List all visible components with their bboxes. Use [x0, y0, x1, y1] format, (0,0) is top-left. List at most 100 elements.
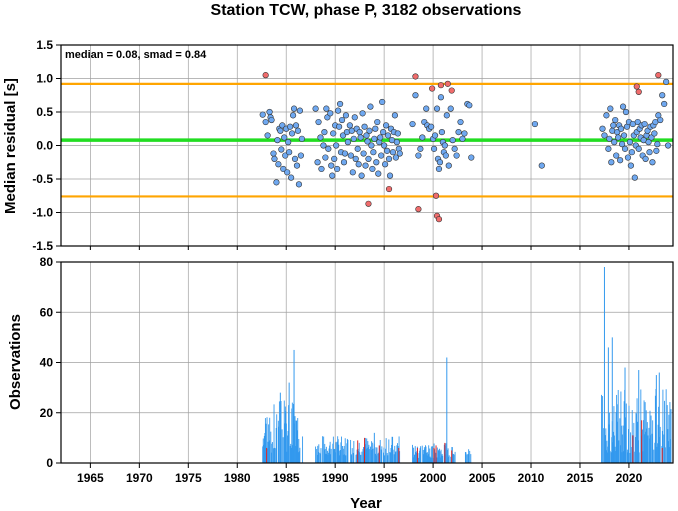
residual-point	[626, 139, 634, 146]
residual-point	[599, 125, 606, 132]
residual-point	[285, 139, 292, 146]
y-tick-label: 0.0	[36, 139, 53, 153]
y-tick-label: -0.5	[32, 172, 53, 186]
residual-point	[288, 174, 295, 181]
residual-point	[624, 154, 632, 161]
residual-point	[641, 120, 648, 128]
residual-point	[334, 165, 341, 173]
outlier-point	[633, 83, 640, 90]
residual-point	[382, 122, 390, 129]
residual-point	[371, 135, 378, 142]
residual-point	[389, 149, 397, 156]
residual-point	[615, 134, 622, 141]
outlier-point	[435, 216, 443, 223]
x-tick-label: 2020	[616, 471, 643, 485]
observation-bars	[262, 267, 672, 463]
residual-point	[338, 116, 346, 124]
x-tick-label: 1975	[175, 471, 202, 485]
residual-point	[356, 129, 363, 136]
residual-point	[378, 152, 385, 159]
residual-point	[443, 112, 450, 119]
residual-point	[323, 105, 330, 112]
residual-points	[259, 72, 672, 223]
residual-point	[314, 159, 321, 166]
residual-point	[391, 112, 399, 119]
y-tick-label: 1.0	[36, 72, 53, 86]
residual-point	[409, 120, 416, 128]
residual-point	[663, 78, 670, 85]
residual-point	[327, 110, 334, 117]
x-tick-label: 1985	[273, 471, 300, 485]
median-smad-annotation: median = 0.08, smad = 0.84	[65, 49, 207, 61]
residual-point	[368, 142, 375, 149]
residual-point	[315, 118, 322, 126]
residual-point	[282, 152, 289, 159]
residual-point	[607, 105, 614, 112]
outlier-point	[444, 80, 451, 87]
residual-point	[415, 152, 422, 159]
residual-point	[461, 130, 468, 137]
residual-point	[355, 161, 362, 168]
residual-point	[621, 145, 629, 152]
residual-point	[610, 122, 617, 129]
residual-point	[268, 116, 275, 124]
residual-point	[608, 159, 615, 166]
residual-point	[350, 135, 357, 142]
residual-point	[354, 145, 361, 152]
residual-point	[320, 142, 327, 149]
residual-point	[342, 112, 350, 119]
outlier-point	[262, 72, 269, 79]
outlier-point	[365, 200, 372, 207]
x-tick-label: 1980	[224, 471, 251, 485]
residual-point	[386, 172, 394, 179]
residual-point	[627, 162, 634, 169]
residual-point	[631, 174, 638, 181]
residual-point	[295, 181, 303, 188]
x-tick-label: 1990	[322, 471, 349, 485]
residual-point	[330, 130, 337, 137]
residual-point	[383, 147, 391, 154]
residual-point	[271, 155, 278, 162]
x-tick-label: 2000	[420, 471, 447, 485]
residual-point	[380, 129, 387, 136]
residual-point	[358, 172, 365, 179]
residual-point	[284, 169, 291, 176]
residual-point	[312, 105, 319, 112]
residual-y-axis-label: Median residual [s]	[2, 78, 19, 214]
residual-point	[459, 135, 466, 142]
year-x-axis-label: Year	[350, 495, 382, 511]
residual-point	[453, 152, 460, 159]
residual-point	[445, 162, 452, 169]
residual-point	[336, 100, 344, 108]
residual-point	[335, 123, 343, 130]
residual-point	[437, 94, 445, 101]
residual-point	[634, 118, 641, 126]
observations-bar-panel: 80 60 40 20 0 1965 1970 1975 1980 1985 1990 1995 20…	[7, 246, 674, 511]
residual-point	[347, 152, 354, 159]
outlier-point	[635, 88, 642, 95]
residual-point	[654, 141, 661, 148]
outlier-point	[448, 87, 455, 94]
residual-point	[642, 155, 649, 162]
x-tick-label: 1970	[126, 471, 153, 485]
residual-point	[277, 127, 284, 134]
residual-point	[294, 127, 302, 134]
observations-y-axis-label: Observations	[7, 314, 24, 410]
residual-point	[605, 145, 612, 152]
residual-point	[349, 169, 356, 176]
residual-point	[340, 159, 348, 166]
residual-point	[278, 146, 285, 153]
residual-point	[659, 92, 666, 99]
residual-point	[603, 112, 610, 119]
x-tick-label: 2005	[469, 471, 496, 485]
outlier-point	[429, 85, 436, 92]
residual-point	[364, 138, 371, 145]
residual-point	[366, 127, 373, 134]
residual-point	[379, 98, 386, 106]
residual-point	[322, 154, 329, 161]
residual-point	[375, 170, 382, 177]
residual-point	[384, 132, 392, 139]
residual-point	[649, 159, 656, 166]
residual-point	[318, 165, 325, 173]
